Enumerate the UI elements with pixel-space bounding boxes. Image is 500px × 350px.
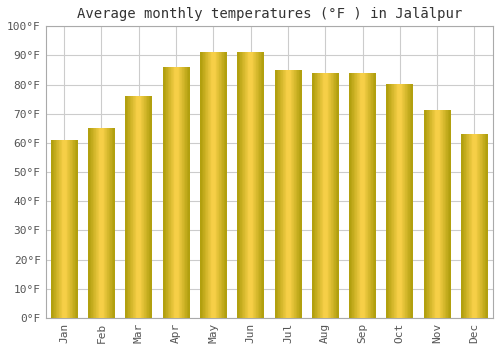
Bar [237,52,264,318]
Title: Average monthly temperatures (°F ) in Jalālpur: Average monthly temperatures (°F ) in Ja… [76,7,462,21]
Bar [386,85,413,318]
Bar [461,134,488,318]
Bar [200,52,227,318]
Bar [312,73,338,318]
Bar [162,67,190,318]
Bar [424,111,450,318]
Bar [88,128,115,318]
Bar [51,140,78,318]
Bar [349,73,376,318]
Bar [274,70,301,318]
Bar [126,96,152,318]
